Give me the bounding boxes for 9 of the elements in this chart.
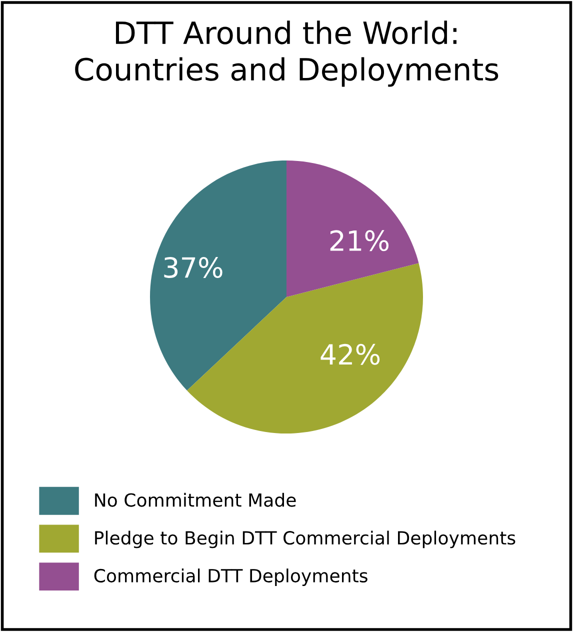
- data-label: 42%: [320, 344, 380, 365]
- legend-label: Commercial DTT Deployments: [94, 568, 368, 586]
- pie-slice: [150, 160, 286, 390]
- pie-slice: [286, 160, 419, 298]
- data-label: 21%: [330, 230, 389, 252]
- legend-label: No Commitment Made: [95, 492, 296, 507]
- chart-title: DTT Around the World: Countries and Deployments: [75, 20, 498, 87]
- data-label: 37%: [164, 256, 222, 278]
- legend-label: Pledge to Begin DTT Commercial Deployments: [95, 530, 516, 548]
